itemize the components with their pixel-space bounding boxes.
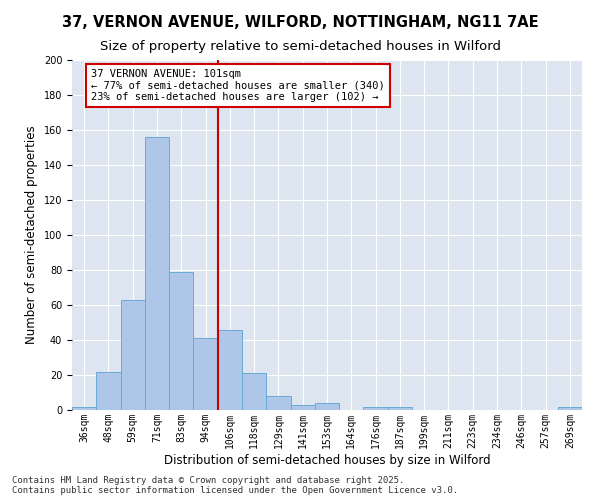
Bar (169, 272, 193, 410)
Bar (558, 406, 582, 410)
Bar (193, 338, 218, 410)
Text: 37, VERNON AVENUE, WILFORD, NOTTINGHAM, NG11 7AE: 37, VERNON AVENUE, WILFORD, NOTTINGHAM, … (62, 15, 538, 30)
Y-axis label: Number of semi-detached properties: Number of semi-detached properties (25, 126, 38, 344)
Bar (218, 330, 242, 410)
Bar (242, 373, 266, 410)
Text: 37 VERNON AVENUE: 101sqm
← 77% of semi-detached houses are smaller (340)
23% of : 37 VERNON AVENUE: 101sqm ← 77% of semi-d… (91, 69, 385, 102)
Bar (266, 396, 290, 410)
Bar (145, 137, 169, 410)
Bar (72, 406, 96, 410)
Bar (388, 406, 412, 410)
Text: Contains HM Land Registry data © Crown copyright and database right 2025.
Contai: Contains HM Land Registry data © Crown c… (12, 476, 458, 495)
X-axis label: Distribution of semi-detached houses by size in Wilford: Distribution of semi-detached houses by … (164, 454, 490, 466)
Bar (290, 405, 315, 410)
Bar (315, 403, 339, 410)
Bar (121, 300, 145, 410)
Text: Size of property relative to semi-detached houses in Wilford: Size of property relative to semi-detach… (100, 40, 500, 53)
Bar (364, 406, 388, 410)
Bar (96, 372, 121, 410)
